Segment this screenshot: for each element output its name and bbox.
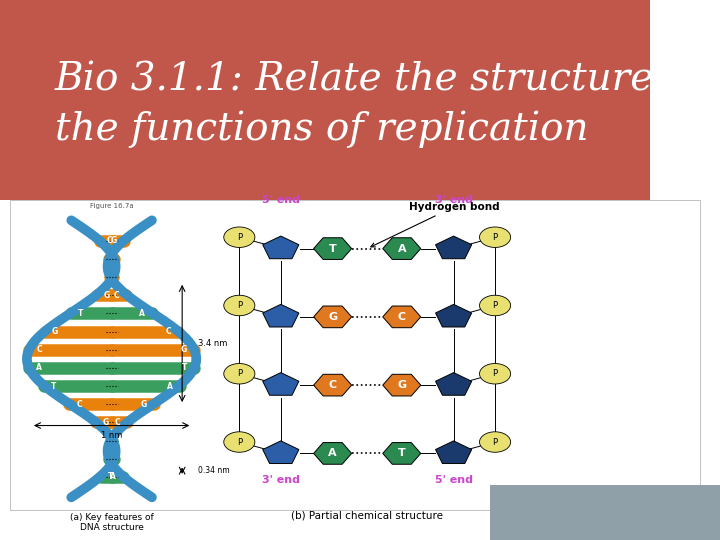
Text: A: A [120,436,125,445]
Circle shape [480,363,510,384]
Text: P: P [492,233,498,242]
Text: A: A [328,448,337,458]
Polygon shape [436,236,472,259]
Circle shape [224,227,255,247]
Text: P: P [237,233,242,242]
Polygon shape [263,373,299,395]
Text: C: C [328,380,337,390]
Circle shape [224,363,255,384]
Text: (b) Partial chemical structure: (b) Partial chemical structure [291,510,444,521]
Text: (a) Key features of
DNA structure: (a) Key features of DNA structure [70,513,153,532]
Text: G: G [328,312,337,322]
Text: A: A [166,382,172,390]
Text: A: A [36,363,42,373]
Text: G: G [397,380,406,390]
Text: C: C [113,291,119,300]
Text: 0.34 nm: 0.34 nm [198,466,230,475]
Circle shape [224,295,255,316]
Polygon shape [383,443,420,464]
Text: G: G [52,327,58,336]
Polygon shape [263,305,299,327]
Text: P: P [492,301,498,310]
Text: the functions of replication: the functions of replication [55,110,588,147]
Text: G: G [103,418,109,427]
Text: C: C [397,312,406,322]
Text: 3' end: 3' end [435,195,472,205]
Bar [10,200,700,510]
Polygon shape [263,441,299,463]
Polygon shape [314,306,351,328]
Text: 3' end: 3' end [262,475,300,485]
Text: G: G [120,273,126,282]
Text: A: A [122,454,127,463]
Text: G: G [140,400,147,409]
Polygon shape [263,236,299,259]
Polygon shape [436,305,472,327]
Polygon shape [383,238,420,259]
Circle shape [224,432,255,453]
Text: G: G [104,291,110,300]
Text: P: P [237,437,242,447]
Text: T: T [98,436,104,445]
Circle shape [480,295,510,316]
Text: C: C [121,254,127,264]
Text: C: C [77,400,82,409]
Text: C: C [166,327,171,336]
Text: 3.4 nm: 3.4 nm [198,339,228,348]
Polygon shape [383,374,420,396]
Text: T: T [78,309,84,318]
Text: T: T [51,382,56,390]
Circle shape [480,432,510,453]
Text: Hydrogen bond: Hydrogen bond [371,202,499,247]
Text: 1 nm: 1 nm [101,431,122,440]
Polygon shape [436,373,472,395]
Polygon shape [314,374,351,396]
Circle shape [480,227,510,247]
Text: T: T [181,363,187,373]
Text: A: A [140,309,145,318]
Polygon shape [314,238,351,259]
Bar [0,0,650,200]
Text: P: P [237,301,242,310]
Text: P: P [492,437,498,447]
Polygon shape [383,306,420,328]
Text: C: C [37,345,42,354]
Text: T: T [108,472,114,481]
Text: G: G [110,237,117,245]
Text: P: P [492,369,498,378]
Text: P: P [237,369,242,378]
Text: T: T [398,448,405,458]
Text: 5' end: 5' end [262,195,300,205]
Text: A: A [109,472,115,481]
Text: 5' end: 5' end [435,475,472,485]
Text: C: C [97,273,103,282]
Text: C: C [114,418,120,427]
Text: Bio 3.1.1: Relate the structure of DNA to: Bio 3.1.1: Relate the structure of DNA t… [55,60,720,98]
Text: G: G [96,254,102,264]
Polygon shape [436,441,472,463]
Polygon shape [314,443,351,464]
Text: G: G [181,345,187,354]
Text: C: C [107,237,112,245]
Text: A: A [397,244,406,254]
Text: Figure 16.7a: Figure 16.7a [90,203,133,209]
Bar [490,485,720,540]
Text: T: T [96,454,102,463]
Text: T: T [329,244,336,254]
